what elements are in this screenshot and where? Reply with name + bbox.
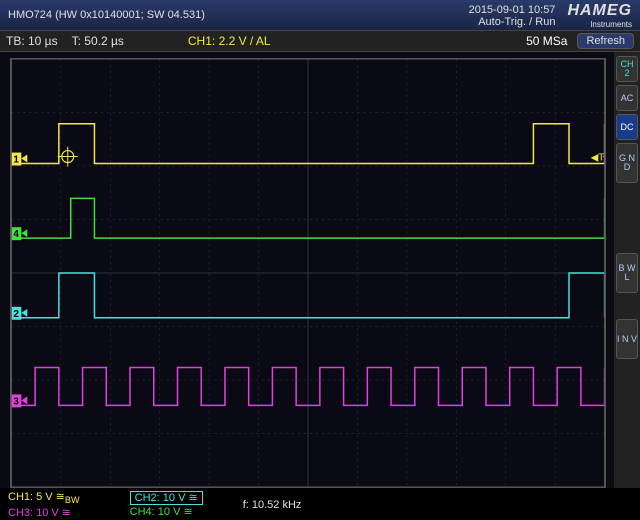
timebase: TB: 10 µs (6, 34, 58, 48)
device-info: HMO724 (HW 0x10140001; SW 04.531) (8, 9, 205, 21)
side-panel: CH 2 AC DC G N D B W L I N V (614, 52, 640, 488)
footer: CH1: 5 V ≅BW CH3: 10 V ≅ CH2: 10 V ≅ CH4… (0, 488, 640, 520)
foot-ch3: CH3: 10 V ≅ (8, 507, 71, 519)
svg-text:2: 2 (13, 309, 19, 320)
main-area: 1 4 2 3 ◀T CH 2 AC DC G N D B W L I N V (0, 52, 640, 488)
logo: HAMEG (567, 2, 632, 19)
foot-freq: f: 10.52 kHz (243, 499, 302, 511)
svg-text:◀T: ◀T (591, 153, 605, 164)
trigger-status: Auto-Trig. / Run (469, 16, 556, 28)
sample-rate: 50 MSa (526, 34, 567, 48)
inv-button[interactable]: I N V (616, 319, 638, 359)
ch1-level: CH1: 2.2 V / AL (188, 34, 271, 48)
logo-sub: Instruments (567, 20, 632, 29)
ac-button[interactable]: AC (616, 85, 638, 111)
foot-ch4: CH4: 10 V ≅ (130, 506, 193, 518)
status-bar: TB: 10 µs T: 50.2 µs CH1: 2.2 V / AL 50 … (0, 30, 640, 52)
svg-text:1: 1 (13, 155, 19, 166)
bwl-button[interactable]: B W L (616, 253, 638, 293)
scope-area: 1 4 2 3 ◀T (0, 52, 614, 488)
datetime: 2015-09-01 10:57 (469, 4, 556, 16)
oscilloscope-display: 1 4 2 3 ◀T (10, 58, 606, 488)
time-pos: T: 50.2 µs (72, 34, 124, 48)
dc-button[interactable]: DC (616, 114, 638, 140)
svg-text:3: 3 (13, 396, 19, 407)
foot-ch2: CH2: 10 V ≅ (130, 491, 203, 505)
top-bar: HMO724 (HW 0x10140001; SW 04.531) 2015-0… (0, 0, 640, 30)
top-right: 2015-09-01 10:57 Auto-Trig. / Run HAMEG … (469, 2, 632, 29)
svg-text:4: 4 (13, 229, 19, 240)
refresh-button[interactable]: Refresh (577, 33, 634, 49)
gnd-button[interactable]: G N D (616, 143, 638, 183)
foot-ch1: CH1: 5 V ≅BW (8, 491, 80, 503)
ch2-button[interactable]: CH 2 (616, 56, 638, 82)
